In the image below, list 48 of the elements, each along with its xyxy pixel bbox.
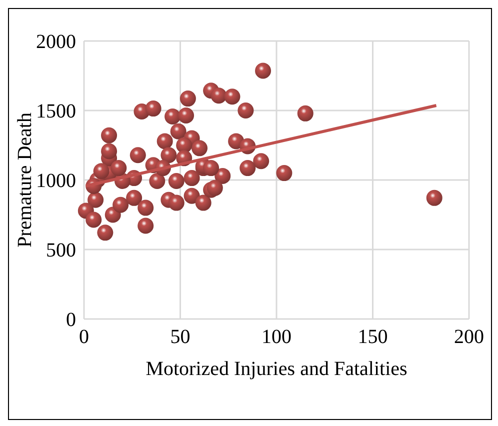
- point: [145, 100, 162, 117]
- point: [178, 108, 194, 124]
- x-tick-label: 100: [262, 326, 292, 348]
- point: [168, 194, 184, 211]
- x-tick-label: 50: [170, 326, 190, 348]
- point: [156, 133, 173, 150]
- point: [112, 196, 129, 213]
- point: [276, 165, 292, 182]
- point: [86, 212, 102, 228]
- point: [110, 160, 127, 176]
- point: [238, 102, 254, 118]
- y-tick-label: 0: [66, 309, 76, 331]
- y-axis-title: Premature Death: [14, 112, 36, 248]
- point: [93, 163, 110, 180]
- point: [206, 180, 223, 196]
- point: [195, 194, 212, 211]
- point: [138, 218, 154, 234]
- point: [88, 192, 104, 208]
- point: [224, 88, 240, 105]
- point: [253, 153, 270, 170]
- x-tick-label: 200: [454, 326, 484, 348]
- y-tick-label: 2000: [36, 31, 76, 53]
- point: [184, 188, 200, 204]
- point: [130, 147, 146, 164]
- y-tick-label: 500: [46, 240, 76, 262]
- point: [426, 190, 442, 206]
- point: [170, 123, 186, 140]
- point: [164, 108, 181, 124]
- point: [97, 224, 114, 241]
- point: [240, 160, 256, 176]
- x-axis-title: Motorized Injuries and Fatalities: [146, 358, 408, 380]
- point: [149, 172, 166, 189]
- point: [101, 127, 118, 144]
- point: [168, 172, 184, 189]
- point: [297, 105, 314, 122]
- point: [203, 160, 220, 176]
- point: [126, 190, 142, 206]
- point: [255, 62, 272, 79]
- y-tick-label: 1000: [36, 170, 76, 192]
- point: [138, 200, 154, 216]
- x-tick-label: 150: [358, 326, 388, 348]
- point: [184, 170, 200, 186]
- point: [192, 140, 208, 156]
- point: [101, 143, 118, 160]
- point: [180, 90, 196, 107]
- point: [210, 88, 227, 104]
- y-tick-label: 1500: [36, 100, 76, 122]
- point: [160, 147, 177, 164]
